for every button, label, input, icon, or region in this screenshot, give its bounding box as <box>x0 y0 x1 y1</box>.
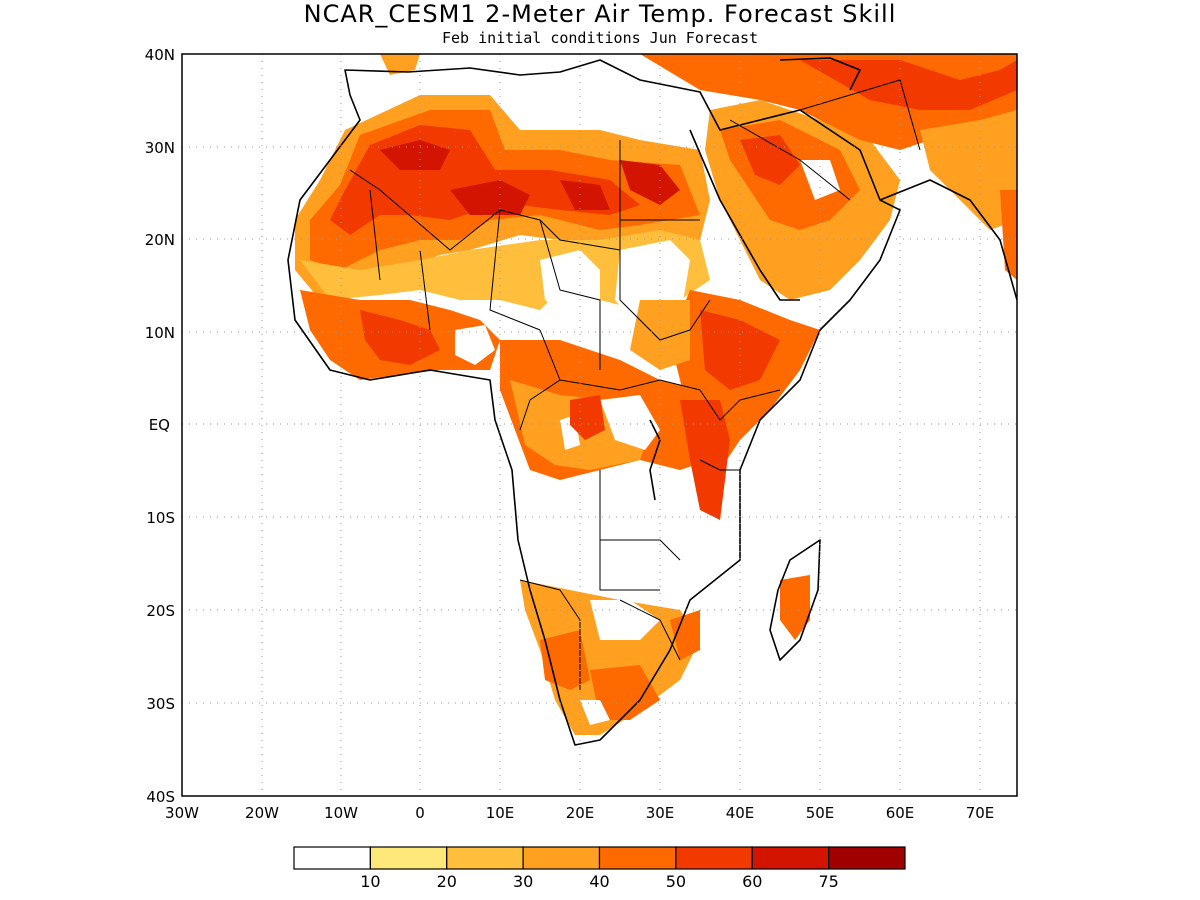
y-tick-label: EQ <box>149 416 170 434</box>
y-tick-label: 30N <box>145 139 175 157</box>
x-tick-label: 10E <box>486 804 515 822</box>
map-subtitle: Feb initial conditions Jun Forecast <box>442 29 758 47</box>
x-tick-label: 50E <box>806 804 835 822</box>
colorbar-swatch <box>751 846 830 870</box>
x-tick-label: 70E <box>966 804 995 822</box>
coastlines <box>287 57 1017 746</box>
skill-contours <box>295 54 1017 735</box>
colorbar-swatch <box>522 846 601 870</box>
country-borders <box>349 79 921 690</box>
y-tick-label: 10S <box>146 509 175 527</box>
colorbar-swatch <box>293 846 371 870</box>
colorbar-swatch <box>369 846 448 870</box>
y-tick-label: 30S <box>146 695 175 713</box>
colorbar-label: 60 <box>742 872 762 891</box>
colorbar-label: 10 <box>360 872 380 891</box>
plot-frame <box>181 53 1018 797</box>
colorbar-label: 20 <box>437 872 457 891</box>
x-tick-label: 30W <box>165 804 199 822</box>
y-tick-label: 40S <box>146 788 175 806</box>
y-tick-label: 20S <box>146 602 175 620</box>
x-tick-label: 20E <box>566 804 595 822</box>
x-tick-label: 20W <box>245 804 279 822</box>
x-tick-label: 40E <box>726 804 755 822</box>
colorbar-label: 75 <box>818 872 838 891</box>
x-tick-label: 10W <box>324 804 358 822</box>
y-tick-label: 10N <box>145 324 175 342</box>
colorbar-swatch <box>446 846 524 870</box>
colorbar-swatch <box>828 846 906 870</box>
colorbar-label: 30 <box>513 872 533 891</box>
colorbar-label: 40 <box>589 872 609 891</box>
colorbar: 10 20 30 40 50 60 75 <box>293 846 906 891</box>
y-axis: 40N 30N 20N 10N EQ 10S 20S 30S 40S <box>145 46 175 806</box>
map-title: NCAR_CESM1 2-Meter Air Temp. Forecast Sk… <box>304 0 897 28</box>
colorbar-swatch <box>675 846 753 870</box>
colorbar-label: 50 <box>666 872 686 891</box>
y-tick-label: 20N <box>145 231 175 249</box>
x-tick-label: 60E <box>886 804 915 822</box>
x-axis: 30W 20W 10W 0 10E 20E 30E 40E 50E 60E 70… <box>165 804 994 822</box>
map-field <box>287 54 1017 746</box>
graticule <box>182 54 1017 796</box>
colorbar-swatch <box>598 846 677 870</box>
x-tick-label: 30E <box>646 804 675 822</box>
y-tick-label: 40N <box>145 46 175 64</box>
x-tick-label: 0 <box>415 804 425 822</box>
